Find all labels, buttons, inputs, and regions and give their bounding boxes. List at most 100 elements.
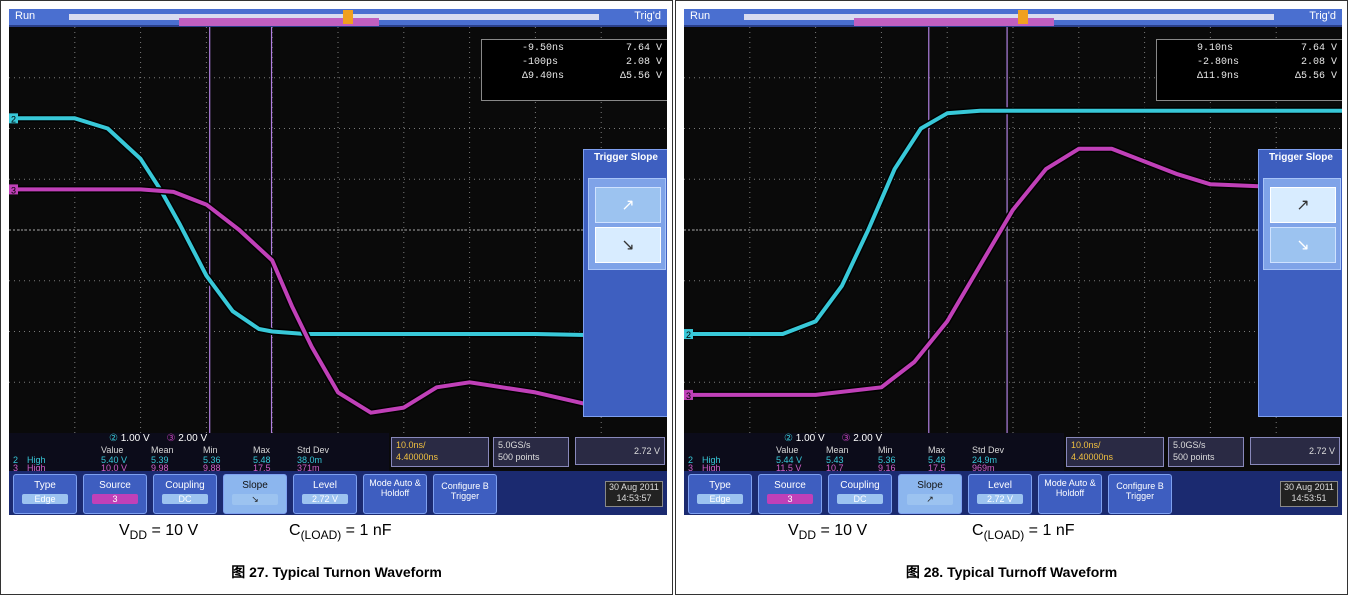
measure-label: High xyxy=(27,455,46,465)
vdd-symbol: V xyxy=(788,522,799,539)
measure-min: 9.88 xyxy=(203,463,221,473)
date-time: 30 Aug 2011 14:53:57 xyxy=(605,481,663,507)
source-button[interactable]: Source 3 xyxy=(83,474,147,514)
trigger-slope-title: Trigger Slope xyxy=(1269,152,1333,163)
load-symbol: C xyxy=(289,522,301,539)
trigger-slope-menu: Trigger Slope ↗ ↘ xyxy=(1258,149,1342,417)
figure-panel-28: Run Trig'd 2 3 9.10ns 7.64 V -2.80ns 2.08 V… xyxy=(675,0,1348,595)
acquisition-box: 5.0GS/s 500 points xyxy=(493,437,569,467)
measure-row-ch3: 3 High 11.5 V 10.7 9.16 17.5 969m xyxy=(684,463,1064,475)
mode-holdoff-button[interactable]: Mode Auto & Holdoff xyxy=(363,474,427,514)
sample-rate: 5.0GS/s xyxy=(1173,440,1206,450)
bottom-menu: Type Edge Source 3 Coupling DC Slope ↘ Level… xyxy=(9,471,667,515)
channel-3-marker-label: 3 xyxy=(686,391,691,401)
slope-button[interactable]: Slope ↘ xyxy=(223,474,287,514)
measure-value: 11.5 V xyxy=(776,463,802,473)
measure-stddev: 969m xyxy=(972,463,995,473)
vdd-sub: DD xyxy=(798,528,817,543)
measure-max: 17.5 xyxy=(253,463,271,473)
measure-value: 5.40 V xyxy=(101,455,128,465)
condition-vdd: VDD = 10 V xyxy=(788,522,867,542)
cursor1-time: -9.50ns xyxy=(522,43,565,54)
configure-b-trigger-button[interactable]: Configure B Trigger xyxy=(1108,474,1172,514)
slope-falling-button[interactable]: ↘ xyxy=(1270,227,1336,263)
measure-row-ch2: 2 High 5.44 V 5.43 5.36 5.48 24.9m xyxy=(684,455,1064,467)
measure-min: 5.36 xyxy=(203,455,221,465)
ch2-scale: 1.00 V xyxy=(795,433,825,444)
run-status: Run xyxy=(690,10,711,22)
slope-button[interactable]: Slope ↗ xyxy=(898,474,962,514)
configure-b-trigger-button[interactable]: Configure B Trigger xyxy=(433,474,497,514)
col-header: Max xyxy=(928,445,946,455)
measure-label: High xyxy=(27,463,46,473)
bottom-menu: Type Edge Source 3 Coupling DC Slope ↗ Level… xyxy=(684,471,1342,515)
button-label: Configure B Trigger xyxy=(441,481,489,501)
coupling-button[interactable]: Coupling DC xyxy=(828,474,892,514)
slope-rising-button[interactable]: ↗ xyxy=(1270,187,1336,223)
measure-label: High xyxy=(702,463,721,473)
col-header: Min xyxy=(878,445,893,455)
timebase: 10.0ns/ xyxy=(396,440,426,450)
vdd-sub: DD xyxy=(129,528,148,543)
measure-mean: 5.39 xyxy=(151,455,169,465)
cursor2-volt: 2.08 V xyxy=(1300,57,1337,68)
cursor-delta-volt: Δ5.56 V xyxy=(1294,71,1337,82)
waveform-ch2 xyxy=(9,116,667,339)
button-label: Type xyxy=(709,480,731,491)
channel-2-marker-label: 2 xyxy=(11,114,16,124)
condition-vdd: VDD = 10 V xyxy=(119,522,198,542)
date-time: 30 Aug 2011 14:53:51 xyxy=(1280,481,1338,507)
figure-caption: 图 27. Typical Turnon Waveform xyxy=(231,564,442,580)
measure-min: 9.16 xyxy=(878,463,896,473)
condition-load: C(LOAD) = 1 nF xyxy=(972,522,1074,542)
coupling-button[interactable]: Coupling DC xyxy=(153,474,217,514)
acquisition-box: 5.0GS/s 500 points xyxy=(1168,437,1244,467)
cursor-readout: 9.10ns 7.64 V -2.80ns 2.08 V Δ11.9ns Δ5.56 … xyxy=(1156,39,1342,101)
slope-falling-button[interactable]: ↘ xyxy=(595,227,661,263)
measure-max: 17.5 xyxy=(928,463,946,473)
measure-max: 5.48 xyxy=(928,455,946,465)
button-value: 2.72 V xyxy=(302,494,348,504)
oscilloscope-screen: Run Trig'd 2 3 9.10ns 7.64 V -2.80ns 2.08 V… xyxy=(684,9,1342,515)
record-length: 500 points xyxy=(498,452,540,462)
waveform-ch3 xyxy=(9,187,667,415)
status-bar: Run Trig'd xyxy=(684,9,1342,27)
channel-scale: ② 1.00 V ③ 2.00 V xyxy=(784,433,883,444)
type-button[interactable]: Type Edge xyxy=(688,474,752,514)
type-button[interactable]: Type Edge xyxy=(13,474,77,514)
channel-scale: ② 1.00 V ③ 2.00 V xyxy=(109,433,208,444)
load-symbol: C xyxy=(972,522,984,539)
channel-2-marker xyxy=(684,329,693,340)
button-label: Type xyxy=(34,480,56,491)
button-label: Coupling xyxy=(840,480,880,491)
source-button[interactable]: Source 3 xyxy=(758,474,822,514)
col-header: Value xyxy=(101,445,124,455)
col-header: Min xyxy=(203,445,218,455)
channel-2-marker-label: 2 xyxy=(686,330,691,340)
status-bar: Run Trig'd xyxy=(9,9,667,27)
slope-rising-button[interactable]: ↗ xyxy=(595,187,661,223)
cursor-delta-time: Δ9.40ns xyxy=(522,71,565,82)
sample-rate: 5.0GS/s xyxy=(498,440,531,450)
col-header: Std Dev xyxy=(972,445,1005,455)
cursor2-time: -100ps xyxy=(522,57,559,68)
button-value: 3 xyxy=(767,494,813,504)
mode-holdoff-button[interactable]: Mode Auto & Holdoff xyxy=(1038,474,1102,514)
button-value: Edge xyxy=(697,494,743,504)
ch3-scale: 2.00 V xyxy=(178,433,208,444)
level-button[interactable]: Level 2.72 V xyxy=(968,474,1032,514)
figure-caption: 图 28. Typical Turnoff Waveform xyxy=(905,564,1118,580)
trigger-level-readout: 2.72 V xyxy=(575,437,665,465)
date: 30 Aug 2011 xyxy=(1284,482,1334,492)
load-sub: (LOAD) xyxy=(300,528,342,543)
measure-label: High xyxy=(702,455,721,465)
trigger-time: 4.40000ns xyxy=(396,452,439,462)
record-view-bar xyxy=(69,14,599,26)
measure-value: 5.44 V xyxy=(776,455,803,465)
level-button[interactable]: Level 2.72 V xyxy=(293,474,357,514)
record-window xyxy=(854,18,1054,26)
record-length: 500 points xyxy=(1173,452,1215,462)
col-header: Mean xyxy=(826,445,849,455)
channel-3-marker xyxy=(684,389,693,400)
